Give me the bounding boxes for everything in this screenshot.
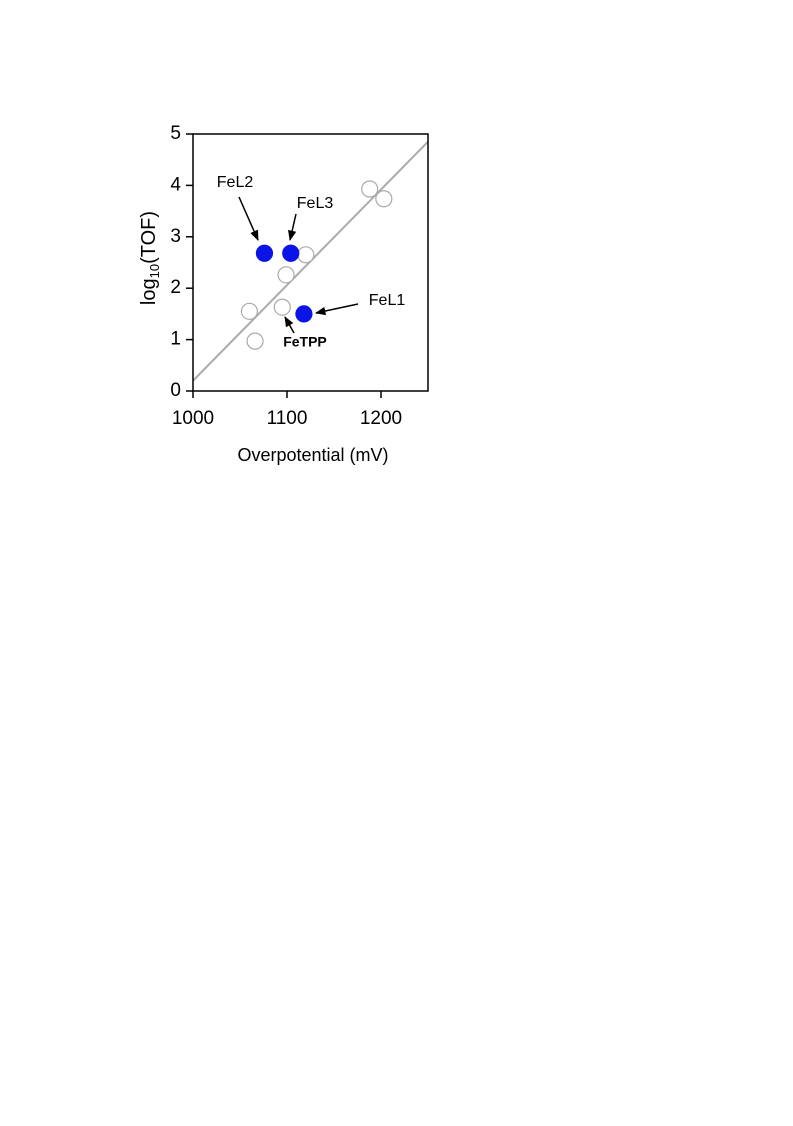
y-tick-label: 3 (170, 226, 181, 247)
y-tick-label: 5 (170, 123, 181, 144)
y-axis-label: log10(TOF) (138, 211, 162, 305)
data-point (297, 246, 315, 264)
y-tick-label: 0 (170, 380, 181, 401)
data-point (361, 180, 379, 198)
annotation: FeL1 (369, 292, 406, 309)
x-tick-label: 1000 (172, 408, 214, 429)
y-tick-label: 1 (170, 329, 181, 350)
arrow (284, 316, 295, 334)
data-point (375, 190, 393, 208)
annotation: FeTPP (283, 334, 327, 350)
arrow (288, 213, 297, 242)
arrow (314, 303, 359, 316)
x-tick-label: 1200 (360, 408, 402, 429)
arrow (238, 196, 259, 241)
data-point (282, 244, 300, 262)
y-tick-label: 2 (170, 277, 181, 298)
data-point (295, 305, 313, 323)
y-label-main: log (138, 278, 160, 305)
data-point (255, 244, 274, 262)
data-point (277, 266, 295, 284)
annotation: FeL2 (217, 174, 254, 191)
x-tick-label: 1100 (267, 408, 308, 429)
y-label-rest: (TOF) (138, 211, 160, 264)
x-axis-label: Overpotential (mV) (237, 445, 388, 465)
data-point (273, 298, 291, 316)
y-tick-label: 4 (170, 174, 181, 195)
y-label-sub: 10 (147, 264, 162, 278)
data-point (240, 302, 258, 320)
annotation-arrows (238, 196, 359, 334)
annotation: FeL3 (297, 195, 334, 212)
plot-frame (192, 133, 429, 392)
data-point (246, 332, 264, 350)
